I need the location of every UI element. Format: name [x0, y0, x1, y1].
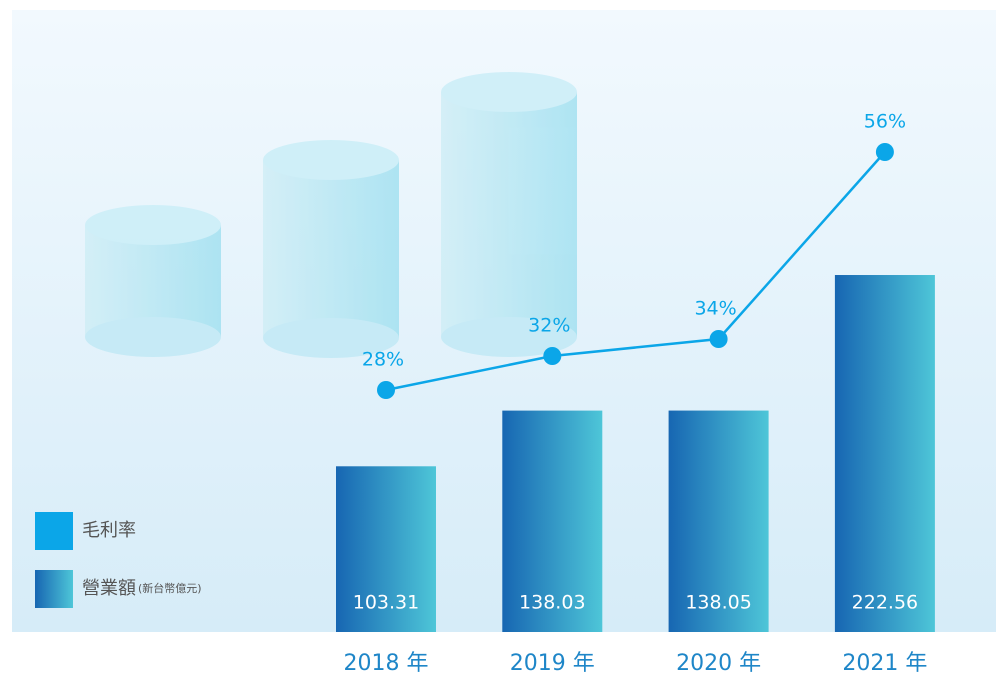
x-tick-label: 2018 年 — [344, 651, 429, 676]
legend-name: 營業額 — [82, 578, 136, 599]
line-point — [543, 347, 561, 365]
bar-value-label: 138.03 — [519, 592, 585, 614]
x-tick-label: 2021 年 — [842, 651, 927, 676]
line-point — [710, 330, 728, 348]
bar — [835, 275, 935, 632]
x-tick-label: 2019 年 — [510, 651, 595, 676]
bar-value-label: 222.56 — [852, 592, 918, 614]
line-value-label: 28% — [362, 349, 404, 371]
line-point — [377, 381, 395, 399]
line-point — [876, 143, 894, 161]
legend-swatch — [35, 570, 73, 608]
line-value-label: 32% — [528, 315, 570, 337]
line-value-label: 56% — [864, 111, 906, 133]
chart: 2018 年 2019 年 2020 年 2021 年 103.31 138.03 138.… — [0, 0, 996, 676]
line-value-label: 34% — [694, 298, 736, 320]
bar-value-label: 138.05 — [685, 592, 751, 614]
legend-name: 毛利率 — [82, 520, 136, 541]
legend-label: 毛利率 — [82, 520, 136, 541]
legend-swatch — [35, 512, 73, 550]
legend-unit: (新台幣億元) — [138, 581, 202, 595]
bar-value-label: 103.31 — [353, 592, 419, 614]
x-tick-label: 2020 年 — [676, 651, 761, 676]
